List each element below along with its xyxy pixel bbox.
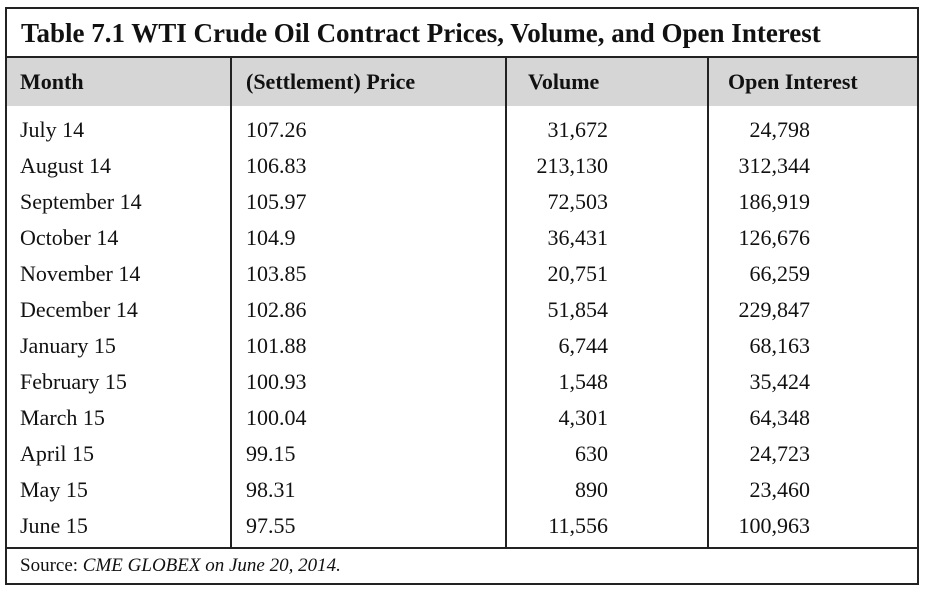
cell-month: May 15 — [20, 477, 88, 502]
cell-volume: 36,431 — [547, 225, 609, 250]
cell-open-interest: 23,460 — [749, 477, 811, 502]
cell-price: 98.31 — [246, 477, 296, 502]
cell-open-interest: 229,847 — [738, 297, 811, 322]
data-table: Table 7.1 WTI Crude Oil Contract Prices,… — [5, 7, 919, 585]
table-row: October 14 104.9 36,431 126,676 — [7, 220, 917, 256]
cell-month: October 14 — [20, 225, 119, 250]
source-text: CME GLOBEX on June 20, 2014. — [82, 555, 341, 576]
cell-month: June 15 — [20, 513, 88, 538]
cell-price: 97.55 — [246, 513, 296, 538]
table-row: August 14 106.83 213,130 312,344 — [7, 148, 917, 184]
table-row: February 15 100.93 1,548 35,424 — [7, 364, 917, 400]
cell-open-interest: 68,163 — [749, 333, 811, 358]
table-row: September 14 105.97 72,503 186,919 — [7, 184, 917, 220]
cell-month: September 14 — [20, 189, 142, 214]
table-row: July 14 107.26 31,672 24,798 — [7, 112, 917, 148]
header-volume: Volume — [528, 69, 600, 94]
cell-open-interest: 24,798 — [749, 117, 811, 142]
cell-volume: 51,854 — [547, 297, 609, 322]
source-label: Source: — [20, 555, 79, 576]
cell-price: 99.15 — [246, 441, 296, 466]
cell-price: 106.83 — [246, 153, 307, 178]
cell-volume: 20,751 — [547, 261, 609, 286]
table-row: December 14 102.86 51,854 229,847 — [7, 292, 917, 328]
source-note: Source: CME GLOBEX on June 20, 2014. — [20, 549, 341, 583]
header-price: (Settlement) Price — [246, 69, 416, 94]
cell-volume: 630 — [575, 441, 608, 466]
cell-month: July 14 — [20, 117, 85, 142]
column-divider — [505, 58, 507, 547]
cell-open-interest: 312,344 — [738, 153, 811, 178]
cell-volume: 213,130 — [536, 153, 609, 178]
table-row: May 15 98.31 890 23,460 — [7, 472, 917, 508]
table-row: November 14 103.85 20,751 66,259 — [7, 256, 917, 292]
cell-month: November 14 — [20, 261, 141, 286]
table-title: Table 7.1 WTI Crude Oil Contract Prices,… — [21, 18, 821, 48]
table-row: April 15 99.15 630 24,723 — [7, 436, 917, 472]
cell-volume: 890 — [575, 477, 608, 502]
cell-price: 107.26 — [246, 117, 307, 142]
cell-volume: 72,503 — [547, 189, 609, 214]
cell-price: 103.85 — [246, 261, 307, 286]
table-row: March 15 100.04 4,301 64,348 — [7, 400, 917, 436]
cell-volume: 6,744 — [558, 333, 609, 358]
cell-month: December 14 — [20, 297, 138, 322]
cell-price: 104.9 — [246, 225, 296, 250]
cell-open-interest: 126,676 — [738, 225, 811, 250]
table-title-bar: Table 7.1 WTI Crude Oil Contract Prices,… — [7, 9, 917, 58]
cell-open-interest: 35,424 — [749, 369, 811, 394]
cell-month: January 15 — [20, 333, 116, 358]
header-month: Month — [20, 69, 84, 94]
table-header-row: Month (Settlement) Price Volume Open Int… — [7, 58, 917, 106]
cell-month: February 15 — [20, 369, 127, 394]
cell-volume: 1,548 — [558, 369, 609, 394]
cell-price: 102.86 — [246, 297, 307, 322]
cell-month: March 15 — [20, 405, 105, 430]
cell-month: April 15 — [20, 441, 94, 466]
cell-price: 101.88 — [246, 333, 307, 358]
cell-month: August 14 — [20, 153, 112, 178]
cell-price: 100.04 — [246, 405, 307, 430]
table-row: January 15 101.88 6,744 68,163 — [7, 328, 917, 364]
cell-open-interest: 24,723 — [749, 441, 811, 466]
cell-open-interest: 100,963 — [738, 513, 811, 538]
column-divider — [707, 58, 709, 547]
header-open-interest: Open Interest — [728, 69, 858, 94]
cell-open-interest: 186,919 — [738, 189, 811, 214]
cell-open-interest: 64,348 — [749, 405, 811, 430]
cell-volume: 11,556 — [548, 513, 608, 538]
table-row: June 15 97.55 11,556 100,963 — [7, 508, 917, 544]
column-divider — [230, 58, 232, 547]
table-footer: Source: CME GLOBEX on June 20, 2014. — [7, 547, 917, 583]
cell-open-interest: 66,259 — [749, 261, 811, 286]
cell-price: 105.97 — [246, 189, 307, 214]
cell-volume: 31,672 — [547, 117, 609, 142]
cell-price: 100.93 — [246, 369, 307, 394]
cell-volume: 4,301 — [558, 405, 609, 430]
